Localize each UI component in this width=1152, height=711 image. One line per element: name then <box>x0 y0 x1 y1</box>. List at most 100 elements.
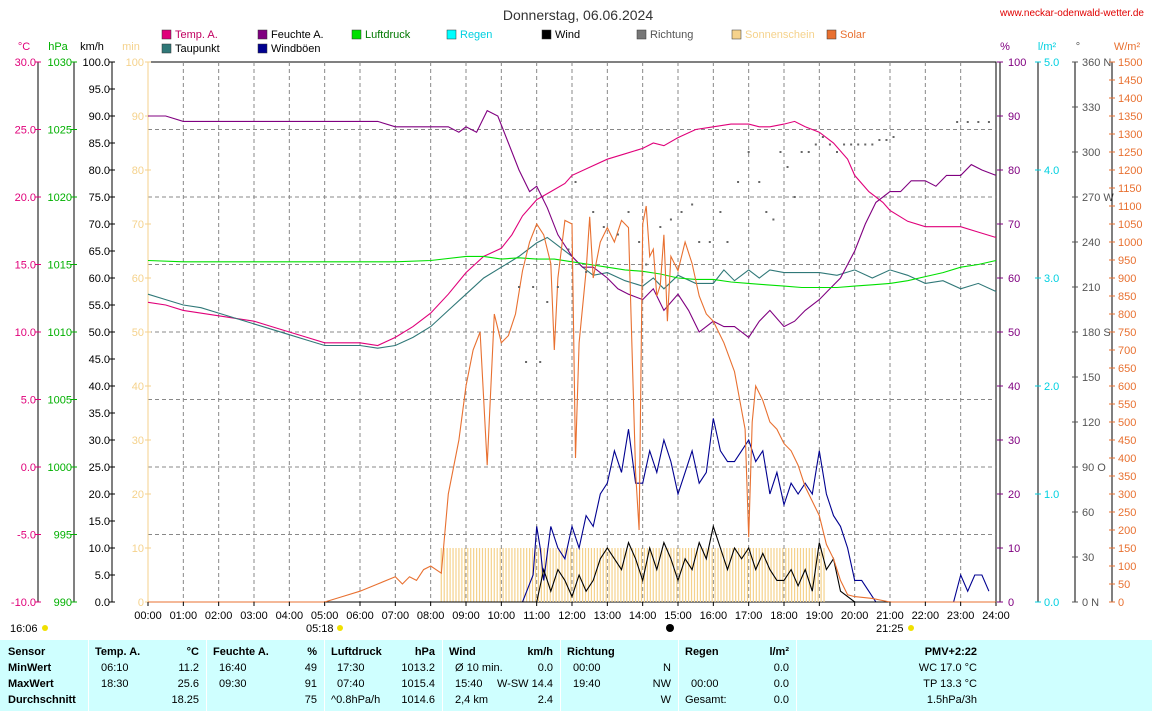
legend-swatch <box>446 29 457 40</box>
left-axis-tick-label: 0.0 <box>21 462 36 474</box>
richtung-min-time: 00:00 <box>573 662 601 674</box>
hdr-pmv: PMV+2:22 <box>924 646 977 658</box>
legend: Temp. A. Taupunkt Feuchte A. Windböen Luftdr… <box>161 29 866 55</box>
direction-dot <box>645 263 648 266</box>
right-axis-tick-label: 1000 <box>1118 237 1142 249</box>
label-avg: Durchschnitt <box>8 694 76 706</box>
direction-dot <box>669 218 672 221</box>
direction-dot <box>627 211 630 213</box>
left-axis-tick-label: 60 <box>132 273 144 285</box>
sunset-label: 21:25 <box>876 623 904 635</box>
direction-dot <box>850 143 853 146</box>
series-wind <box>148 524 996 603</box>
series-taupunkt <box>147 236 997 349</box>
legend-swatch <box>351 29 362 40</box>
stats-col-feuchte: Feuchte A. % 16:40 49 09:30 91 75 <box>207 640 323 711</box>
direction-dot <box>574 181 577 183</box>
direction-dot <box>567 248 570 251</box>
x-tick-label: 15:00 <box>664 610 692 622</box>
left-axis-tick-label: 990 <box>54 597 72 609</box>
right-axis-tick-label: 0.0 <box>1044 597 1059 609</box>
left-axis-tick-label: 80.0 <box>89 165 110 177</box>
right-axis-tick-label: 2.0 <box>1044 381 1059 393</box>
direction-dot <box>726 241 729 243</box>
right-axis-tick-label: 120 <box>1082 417 1100 429</box>
right-axis-tick-label: 850 <box>1118 291 1136 303</box>
left-axis-tick-label: -10.0 <box>11 597 36 609</box>
right-axis-tick-label: 750 <box>1118 327 1136 339</box>
left-axis-tick-label: 50 <box>132 327 144 339</box>
legend-swatch <box>636 29 647 40</box>
hdr-druck: Luftdruck <box>331 646 382 658</box>
legend-entry: Feuchte A. <box>271 29 324 41</box>
x-tick-label: 24:00 <box>982 610 1010 622</box>
direction-dot <box>525 361 528 363</box>
right-axis-tick-label: 550 <box>1118 399 1136 411</box>
legend-entry: Wind <box>555 29 580 41</box>
direction-dot <box>878 139 881 141</box>
direction-dot <box>518 286 520 288</box>
right-axis-tick-label: 70 <box>1008 219 1020 231</box>
right-axis-tick-label: 50 <box>1118 579 1130 591</box>
direction-dot <box>779 151 782 153</box>
x-tick-label: 22:00 <box>912 610 940 622</box>
x-tick-label: 07:00 <box>382 610 410 622</box>
x-tick-label: 18:00 <box>770 610 798 622</box>
stats-col-temp: Temp. A. °C 06:10 11.2 18:30 25.6 18.25 <box>89 640 205 711</box>
richtung-min-dir: N <box>663 662 671 674</box>
regen-max-val: 0.0 <box>773 678 789 690</box>
left-axis-tick-label: 15.0 <box>89 516 110 528</box>
right-axis-tick-label: 1450 <box>1118 75 1142 87</box>
right-axis-tick-label: 30 <box>1008 435 1020 447</box>
left-axis-tick-label: 15.0 <box>15 260 36 272</box>
direction-dot <box>885 139 888 141</box>
x-tick-label: 10:00 <box>488 610 516 622</box>
feuchte-avg-val: 75 <box>304 694 317 706</box>
direction-dot <box>765 211 768 213</box>
right-axis-tick-label: 210 <box>1082 282 1100 294</box>
right-axis-tick-label: 10 <box>1008 543 1020 555</box>
direction-dot <box>864 143 867 146</box>
right-axis-unit: % <box>1000 41 1010 53</box>
direction-dot <box>556 286 559 288</box>
right-axis-tick-label: 1350 <box>1118 111 1142 123</box>
left-axis-tick-label: 1010 <box>48 327 72 339</box>
wind-direction-dots <box>518 121 990 363</box>
left-axis-tick-label: 995 <box>54 530 72 542</box>
watermark: www.neckar-odenwald-wetter.de <box>999 8 1144 19</box>
legend-entry: Temp. A. <box>175 29 218 41</box>
temp-avg-val: 18.25 <box>171 694 199 706</box>
direction-dot <box>772 218 775 221</box>
legend-entry: Taupunkt <box>175 43 220 55</box>
feuchte-min-time: 16:40 <box>219 662 247 674</box>
right-axis-tick-label: 20 <box>1008 489 1020 501</box>
legend-entry: Sonnenschein <box>745 29 815 41</box>
left-axis-unit: °C <box>18 41 30 53</box>
x-tick-label: 01:00 <box>170 610 198 622</box>
right-axis-tick-label: 60 <box>1008 273 1020 285</box>
x-tick-label: 09:00 <box>452 610 480 622</box>
direction-dot <box>737 181 740 183</box>
druck-min-time: 17:30 <box>337 662 365 674</box>
legend-swatch <box>541 29 552 40</box>
right-axis-tick-label: 800 <box>1118 309 1136 321</box>
right-axis-tick-label: 1150 <box>1118 183 1142 195</box>
feuchte-min-val: 49 <box>304 662 317 674</box>
right-axis-tick-label: 1500 <box>1118 57 1142 69</box>
x-tick-label: 11:00 <box>523 610 550 622</box>
pmv-line3: 1.5hPa/3h <box>926 694 977 706</box>
direction-dot <box>836 151 838 153</box>
x-tick-label: 02:00 <box>205 610 233 622</box>
temp-max-time: 18:30 <box>101 678 129 690</box>
direction-dot <box>747 151 750 153</box>
direction-dot <box>592 211 595 213</box>
left-axis-tick-label: 60.0 <box>89 273 110 285</box>
right-axis-tick-label: 4.0 <box>1044 165 1059 177</box>
x-tick-label: 19:00 <box>806 610 834 622</box>
legend-entry: Regen <box>460 29 492 41</box>
x-tick-label: 13:00 <box>594 610 622 622</box>
x-axis: 00:00 01:00 02:00 03:00 04:00 05:00 06:00 07:00… <box>134 602 1010 622</box>
x-tick-label: 05:00 <box>311 610 339 622</box>
left-axis-tick-label: 10 <box>132 543 144 555</box>
x-tick-label: 04:00 <box>276 610 304 622</box>
